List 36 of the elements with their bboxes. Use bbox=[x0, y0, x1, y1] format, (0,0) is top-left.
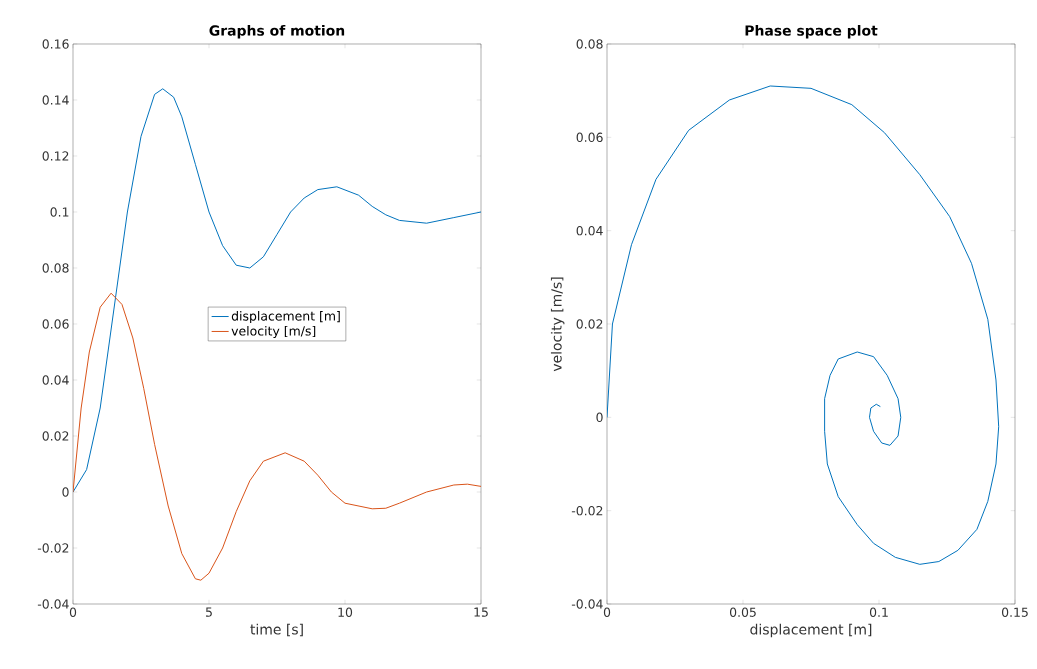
x-axis-title: time [s] bbox=[250, 623, 303, 637]
x-tick-label: 10 bbox=[338, 607, 353, 617]
y-tick-label: 0.12 bbox=[42, 151, 69, 161]
y-tick-label: 0 bbox=[62, 487, 69, 497]
x-tick-label: 5 bbox=[205, 607, 212, 617]
y-tick-label: 0 bbox=[596, 412, 603, 423]
x-axis-title: displacement [m] bbox=[750, 623, 872, 638]
y-tick-label: 0.04 bbox=[576, 225, 603, 236]
legend-label: velocity [m/s] bbox=[231, 325, 316, 339]
y-tick-label: 0.06 bbox=[576, 132, 603, 143]
line-series bbox=[73, 292, 481, 581]
y-tick-label: 0.02 bbox=[42, 431, 69, 441]
y-tick-label: 0.08 bbox=[576, 39, 603, 49]
y-axis-title: velocity [m/s] bbox=[550, 277, 565, 372]
x-tick-label: 0.15 bbox=[1001, 607, 1028, 617]
legend-label: displacement [m] bbox=[231, 311, 340, 324]
x-tick-label: 15 bbox=[474, 607, 488, 617]
y-tick-label: 0.14 bbox=[42, 95, 69, 105]
line-series bbox=[607, 85, 1000, 565]
line-series bbox=[73, 88, 481, 493]
y-tick-label: -0.04 bbox=[37, 599, 69, 609]
x-tick-label: 0 bbox=[69, 607, 77, 617]
y-tick-label: 0.16 bbox=[42, 39, 69, 49]
y-tick-label: 0.04 bbox=[42, 375, 69, 385]
y-tick-label: 0.1 bbox=[50, 207, 69, 217]
x-tick-label: 0.1 bbox=[869, 607, 888, 617]
chart-title: Graphs of motion bbox=[209, 25, 345, 39]
y-tick-label: 0.06 bbox=[42, 319, 69, 329]
x-tick-label: 0.05 bbox=[729, 607, 756, 617]
y-tick-label: -0.02 bbox=[571, 505, 603, 516]
y-tick-label: 0.08 bbox=[42, 263, 69, 273]
chart-title: Phase space plot bbox=[745, 25, 878, 39]
y-tick-label: -0.04 bbox=[571, 599, 603, 609]
y-tick-label: -0.02 bbox=[37, 543, 69, 553]
y-tick-label: 0.02 bbox=[576, 319, 603, 329]
x-tick-label: 0 bbox=[603, 607, 611, 617]
